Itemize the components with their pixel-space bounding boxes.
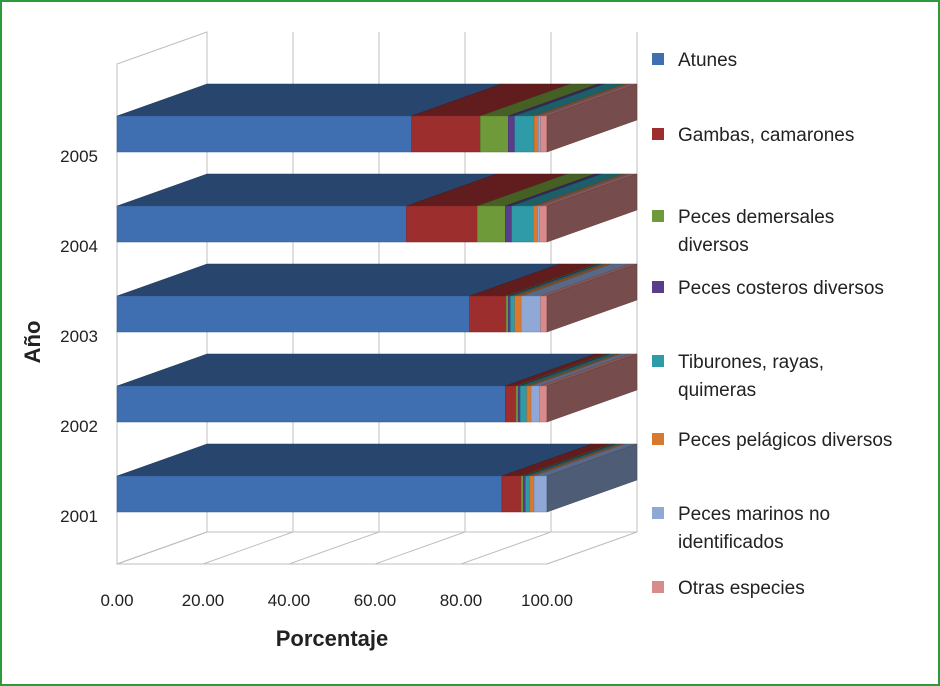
x-axis-title: Porcentaje [276, 626, 389, 651]
bar-2001-4 [525, 475, 531, 513]
legend-swatch-6 [652, 507, 664, 519]
bar-2001-6 [533, 475, 548, 513]
bar-end-2005 [546, 83, 638, 153]
bar-2003-4 [510, 295, 516, 333]
legend-swatch-5 [652, 433, 664, 445]
legend-label-4-0: Tiburones, rayas, [678, 352, 824, 373]
bar-2005-4 [514, 115, 535, 153]
bar-2002-2 [515, 385, 519, 423]
bar-2001-0 [116, 475, 503, 513]
bar-group-2003 [116, 263, 638, 333]
legend-label-0-0: Atunes [678, 50, 737, 71]
bar-2004-3 [505, 205, 512, 243]
bar-2005-5 [533, 115, 539, 153]
bar-end-2003 [546, 263, 638, 333]
bar-2005-2 [480, 115, 509, 153]
bar-2002-5 [526, 385, 532, 423]
bar-group-2002 [116, 353, 638, 423]
legend-swatch-4 [652, 355, 664, 367]
bar-2002-6 [530, 385, 540, 423]
legend-label-3-0: Peces costeros diversos [678, 278, 884, 299]
floor-line-2 [288, 531, 380, 565]
bar-2003-2 [505, 295, 509, 333]
bar-2004-6 [537, 205, 540, 243]
bar-2005-1 [411, 115, 481, 153]
y-axis-ticks: 2005 2004 2003 2002 2001 [60, 147, 98, 526]
x-tick-label-0: 0.00 [100, 591, 133, 610]
y-tick-label-2001: 2001 [60, 507, 98, 526]
bar-2003-7 [540, 295, 548, 333]
bar-2002-3 [517, 385, 521, 423]
y-tick-label-2004: 2004 [60, 237, 98, 256]
floor-line-0 [116, 531, 208, 565]
legend-label-2-1: diversos [678, 235, 749, 256]
bar-2004-4 [511, 205, 534, 243]
legend-swatch-1 [652, 128, 664, 140]
legend-label-4-1: quimeras [678, 380, 756, 401]
floor-line-1 [202, 531, 294, 565]
bar-2002-4 [520, 385, 528, 423]
x-tick-label-3: 60.00 [354, 591, 397, 610]
bar-2003-6 [520, 295, 541, 333]
floor-line-4 [460, 531, 552, 565]
bar-group-2004 [116, 173, 638, 243]
bar-end-2002 [546, 353, 638, 423]
legend-label-1-0: Gambas, camarones [678, 125, 854, 146]
bar-2001-2 [520, 475, 524, 513]
bar-2004-7 [539, 205, 548, 243]
legend-label-7-0: Otras especies [678, 578, 805, 599]
x-tick-label-5: 100.00 [521, 591, 573, 610]
bar-2001-3 [523, 475, 526, 513]
bar-2001-5 [529, 475, 535, 513]
bar-group-2001 [116, 443, 638, 513]
x-tick-label-2: 40.00 [268, 591, 311, 610]
legend-swatch-3 [652, 281, 664, 293]
bars-layer [116, 83, 638, 513]
bar-2001-1 [501, 475, 522, 513]
y-tick-label-2002: 2002 [60, 417, 98, 436]
floor-line-3 [374, 531, 466, 565]
bar-2003-3 [508, 295, 511, 333]
legend-label-6-1: identificados [678, 532, 784, 553]
legend-swatch-0 [652, 53, 664, 65]
bar-end-2004 [546, 173, 638, 243]
bar-2004-2 [477, 205, 506, 243]
bar-2004-0 [116, 205, 407, 243]
y-tick-label-2005: 2005 [60, 147, 98, 166]
x-axis-ticks: 0.00 20.00 40.00 60.00 80.00 100.00 [100, 591, 573, 610]
bar-2002-1 [505, 385, 517, 423]
bar-2005-0 [116, 115, 412, 153]
y-tick-label-2003: 2003 [60, 327, 98, 346]
bar-2003-5 [514, 295, 522, 333]
x-tick-label-1: 20.00 [182, 591, 225, 610]
legend-label-6-0: Peces marinos no [678, 504, 830, 525]
bar-2003-0 [116, 295, 470, 333]
bar-2005-7 [540, 115, 548, 153]
bar-group-2005 [116, 83, 638, 153]
legend: Atunes Gambas, camarones Peces demersales d… [652, 50, 892, 599]
legend-swatch-7 [652, 581, 664, 593]
legend-label-2-0: Peces demersales [678, 207, 834, 228]
bar-end-2001 [546, 443, 638, 513]
bar-2005-6 [538, 115, 541, 153]
legend-swatch-2 [652, 210, 664, 222]
bar-2002-7 [539, 385, 548, 423]
legend-label-5-0: Peces pelágicos diversos [678, 430, 892, 451]
bar-2004-5 [532, 205, 538, 243]
floor [116, 531, 638, 565]
x-tick-label-4: 80.00 [440, 591, 483, 610]
bar-2005-3 [508, 115, 515, 153]
bar-2004-1 [406, 205, 478, 243]
bar-2003-1 [469, 295, 507, 333]
bar-2002-0 [116, 385, 506, 423]
y-axis-title: Año [20, 321, 45, 364]
floor-line-5 [546, 531, 638, 565]
